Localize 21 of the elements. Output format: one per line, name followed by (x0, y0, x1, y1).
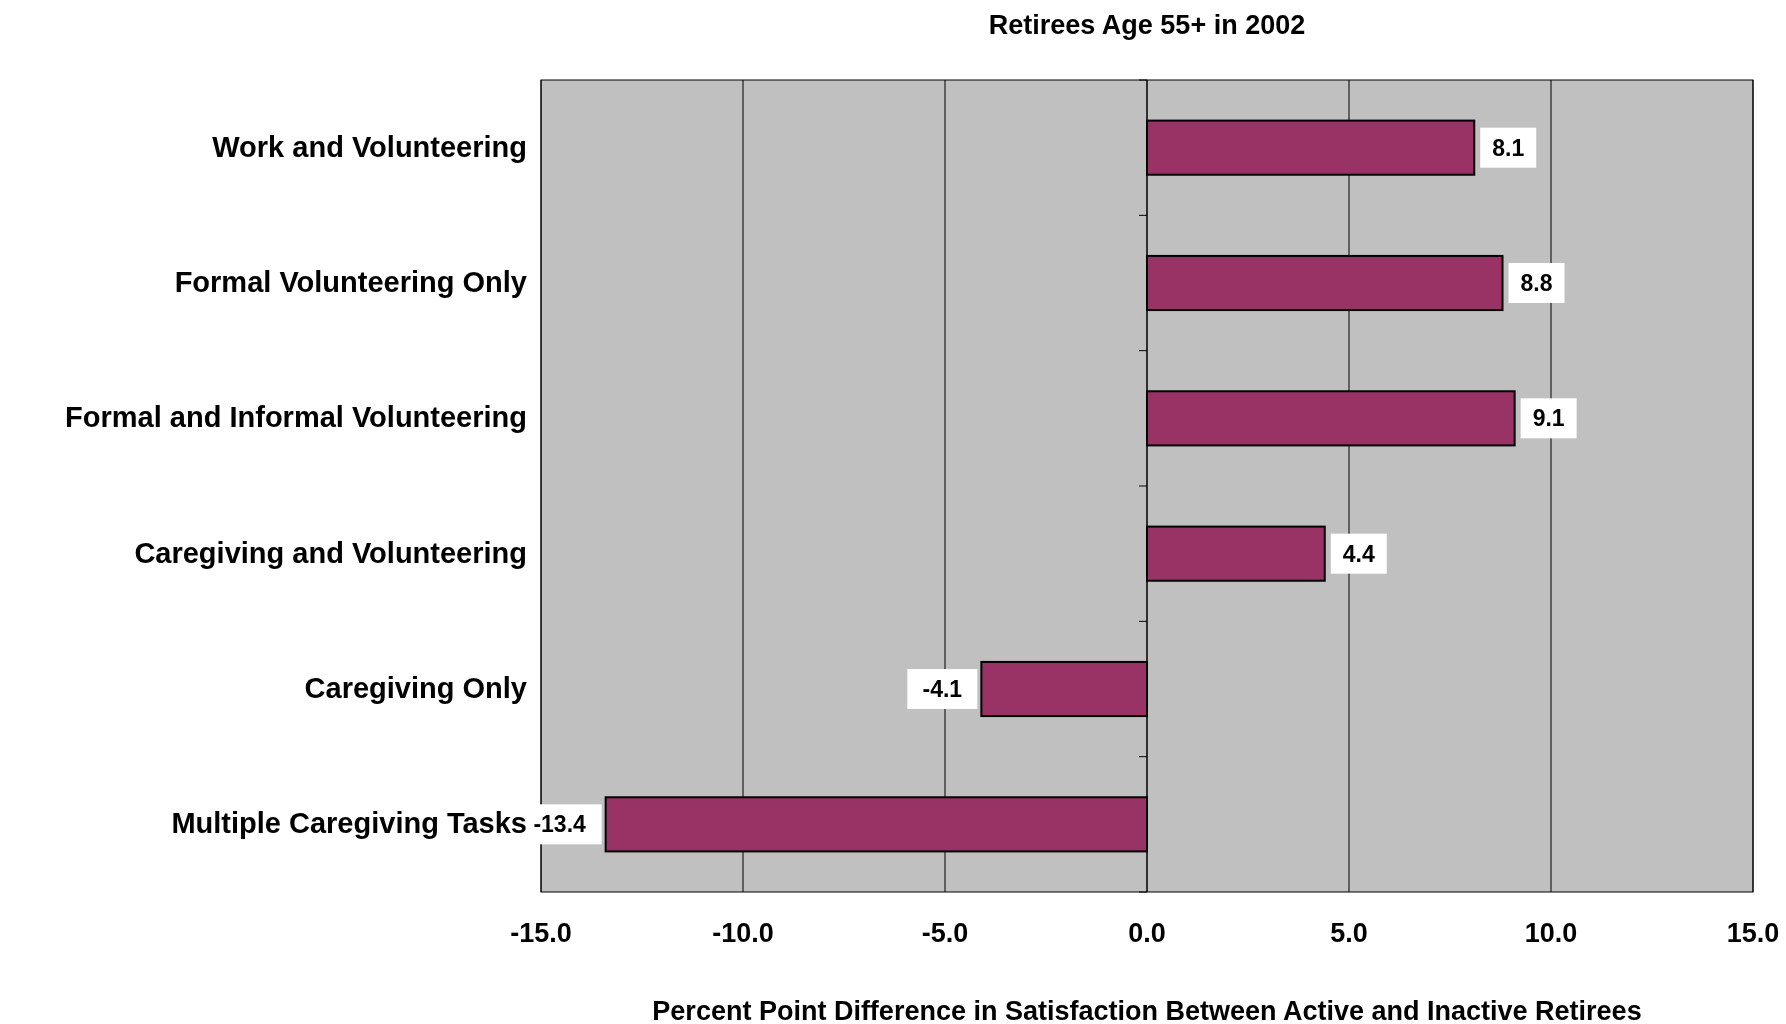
data-label: 8.8 (1520, 270, 1553, 296)
chart-title: Retirees Age 55+ in 2002 (988, 10, 1306, 40)
y-tick-label: Formal Volunteering Only (174, 266, 527, 298)
x-tick-label: 10.0 (1524, 918, 1578, 948)
y-tick-label: Caregiving Only (304, 672, 527, 704)
y-tick-label: Multiple Caregiving Tasks (171, 807, 527, 840)
data-label: 8.1 (1492, 134, 1525, 161)
data-label: 9.1 (1532, 405, 1565, 432)
x-tick-label: 5.0 (1330, 918, 1368, 948)
x-axis-title: Percent Point Difference in Satisfaction Between Active and Inactive Retirees (652, 996, 1642, 1024)
y-tick-label: Work and Volunteering (212, 130, 527, 163)
y-tick-label: Caregiving and Volunteering (134, 536, 527, 569)
y-tick-label: Formal and Informal Volunteering (65, 401, 527, 434)
data-label: 4.4 (1342, 540, 1375, 567)
x-tick-label: -5.0 (921, 918, 969, 948)
x-tick-label: 15.0 (1726, 918, 1780, 948)
data-label: -13.4 (533, 811, 587, 838)
x-tick-label: -10.0 (712, 918, 774, 948)
x-tick-label: 0.0 (1128, 918, 1166, 948)
x-tick-label: -15.0 (510, 918, 572, 948)
data-label: -4.1 (922, 676, 963, 702)
